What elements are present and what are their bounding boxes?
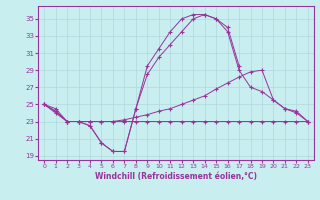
X-axis label: Windchill (Refroidissement éolien,°C): Windchill (Refroidissement éolien,°C) [95, 172, 257, 181]
